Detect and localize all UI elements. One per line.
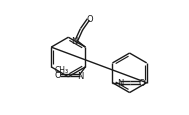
Text: O: O: [54, 71, 61, 80]
Text: CH₃: CH₃: [54, 66, 68, 75]
Text: O: O: [86, 15, 93, 24]
Text: O: O: [139, 79, 145, 87]
Text: N: N: [117, 79, 124, 87]
Text: N: N: [77, 71, 84, 80]
Text: N: N: [71, 36, 77, 45]
